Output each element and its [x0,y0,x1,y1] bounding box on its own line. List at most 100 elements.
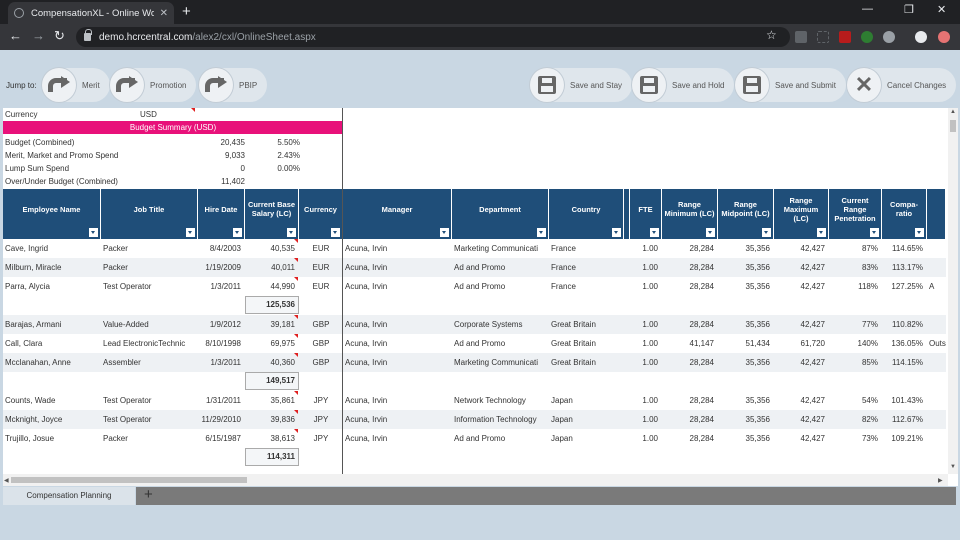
cell-salary[interactable]: 38,613 [270,434,295,443]
extension-icon[interactable] [817,31,829,43]
reload-icon[interactable]: ↻ [54,28,65,43]
close-tab-icon[interactable]: ✕ [159,7,168,19]
cell-salary[interactable]: 39,836 [270,415,295,424]
filter-dropdown-icon[interactable] [762,228,771,237]
table-row[interactable]: Parra, Alycia Test Operator 1/3/2011 44,990… [3,277,946,296]
save-and-submit-button[interactable]: Save and Submit [735,68,846,102]
vertical-scrollbar[interactable]: ▲ ▼ [948,108,958,474]
column-header[interactable]: Employee Name [3,189,101,239]
profile-avatar-icon[interactable] [938,31,950,43]
back-icon[interactable]: ← [9,28,22,43]
currency-value[interactable]: USD [140,110,157,119]
scroll-down-icon[interactable]: ▼ [950,464,956,470]
filter-dropdown-icon[interactable] [537,228,546,237]
filter-dropdown-icon[interactable] [650,228,659,237]
filter-dropdown-icon[interactable] [186,228,195,237]
column-header[interactable]: Hire Date [198,189,245,239]
column-header[interactable]: Manager [343,189,452,239]
promotion-button[interactable]: Promotion [110,68,197,102]
page-background [0,505,960,540]
cell-salary[interactable]: 40,535 [270,244,295,253]
cell-overflow [929,239,947,258]
extension-icon[interactable] [795,31,807,43]
filter-dropdown-icon[interactable] [331,228,340,237]
filter-dropdown-icon[interactable] [440,228,449,237]
filter-dropdown-icon[interactable] [706,228,715,237]
extension-icon[interactable] [915,31,927,43]
cancel-changes-button[interactable]: ✕ Cancel Changes [847,68,957,102]
column-header[interactable]: Job Title [101,189,198,239]
cell-hire: 6/15/1987 [205,434,241,443]
scroll-left-icon[interactable]: ◀ [4,478,9,484]
close-window-icon[interactable]: ✕ [937,4,947,16]
filter-dropdown-icon[interactable] [915,228,924,237]
filter-dropdown-icon[interactable] [233,228,242,237]
cell-name: Milburn, Miracle [5,263,62,272]
browser-tab[interactable]: CompensationXL - Online Workb ✕ [8,2,174,24]
horizontal-scrollbar[interactable]: ◀ ▶ [3,474,948,486]
pdf-extension-icon[interactable] [839,31,851,43]
cell-dept: Ad and Promo [454,434,506,443]
restore-icon[interactable]: ❐ [904,4,914,16]
cell-overflow [929,315,947,334]
spreadsheet[interactable]: Currency USD Budget Summary (USD) Budget… [3,108,958,486]
merit-button[interactable]: Merit [42,68,110,102]
scroll-right-icon[interactable]: ▶ [938,478,943,484]
cell-salary[interactable]: 69,975 [270,339,295,348]
scroll-up-icon[interactable]: ▲ [950,109,956,115]
globe-icon [14,8,24,18]
extension-icon[interactable] [861,31,873,43]
table-row[interactable]: Trujillo, Josue Packer 6/15/1987 38,613 JPY A… [3,429,946,448]
column-header[interactable]: FTE [630,189,662,239]
column-header-label: Manager [381,204,413,214]
column-header[interactable]: Currency [299,189,343,239]
vertical-scroll-thumb[interactable] [950,120,956,132]
table-row[interactable]: Cave, Ingrid Packer 8/4/2003 40,535 EUR Acuna… [3,239,946,258]
column-header[interactable]: Range Minimum (LC) [662,189,718,239]
address-bar[interactable]: demo.hcrcentral.com/alex2/cxl/OnlineShee… [76,27,790,47]
table-row[interactable]: Milburn, Miracle Packer 1/19/2009 40,011 EUR… [3,258,946,277]
column-header[interactable]: Range Maximum (LC) [774,189,829,239]
column-header[interactable]: Current Range Penetration [829,189,882,239]
spend-row: Merit, Market and Promo Spend 9,033 2.43… [5,149,300,162]
table-row[interactable]: Call, Clara Lead ElectronicTechnic 8/10/19… [3,334,946,353]
bookmark-star-icon[interactable]: ☆ [766,28,777,42]
filter-dropdown-icon[interactable] [287,228,296,237]
cell-fte: 1.00 [642,339,658,348]
cell-salary[interactable]: 40,011 [271,263,295,272]
forward-icon[interactable]: → [32,28,45,43]
table-row[interactable]: Mcclanahan, Anne Assembler 1/3/2011 40,360 G… [3,353,946,372]
horizontal-scroll-thumb[interactable] [11,477,247,483]
cell-salary[interactable]: 40,360 [270,358,295,367]
table-row[interactable]: Mcknight, Joyce Test Operator 11/29/2010 39… [3,410,946,429]
filter-dropdown-icon[interactable] [870,228,879,237]
column-header[interactable]: Country [549,189,624,239]
cell-max: 42,427 [800,434,825,443]
filter-dropdown-icon[interactable] [817,228,826,237]
column-header[interactable]: Current Base Salary (LC) [245,189,299,239]
table-row[interactable]: Barajas, Armani Value-Added 1/9/2012 39,181… [3,315,946,334]
column-header-label: Range Midpoint (LC) [721,200,770,218]
pbip-button[interactable]: PBIP [199,68,268,102]
column-header[interactable]: Compa-ratio [882,189,927,239]
save-and-stay-button[interactable]: Save and Stay [530,68,633,102]
cell-salary[interactable]: 44,990 [270,282,295,291]
cell-country: Great Britain [551,339,596,348]
table-row[interactable]: Counts, Wade Test Operator 1/31/2011 35,861… [3,391,946,410]
column-header-label: Country [571,204,601,214]
cell-salary[interactable]: 35,861 [270,396,295,405]
cell-mgr: Acuna, Irvin [345,415,388,424]
cell-hire: 1/9/2012 [209,320,241,329]
column-header[interactable]: Range Midpoint (LC) [718,189,774,239]
save-and-hold-button[interactable]: Save and Hold [632,68,735,102]
add-sheet-icon[interactable]: + [144,486,153,503]
tab-compensation-planning[interactable]: Compensation Planning [3,487,135,505]
minimize-icon[interactable]: — [862,3,873,15]
filter-dropdown-icon[interactable] [89,228,98,237]
filter-dropdown-icon[interactable] [612,228,621,237]
cell-salary[interactable]: 39,181 [270,320,295,329]
column-header[interactable]: Department [452,189,549,239]
new-tab-button[interactable]: + [182,3,191,20]
cell-cur: JPY [313,396,329,405]
extension-icon[interactable] [883,31,895,43]
